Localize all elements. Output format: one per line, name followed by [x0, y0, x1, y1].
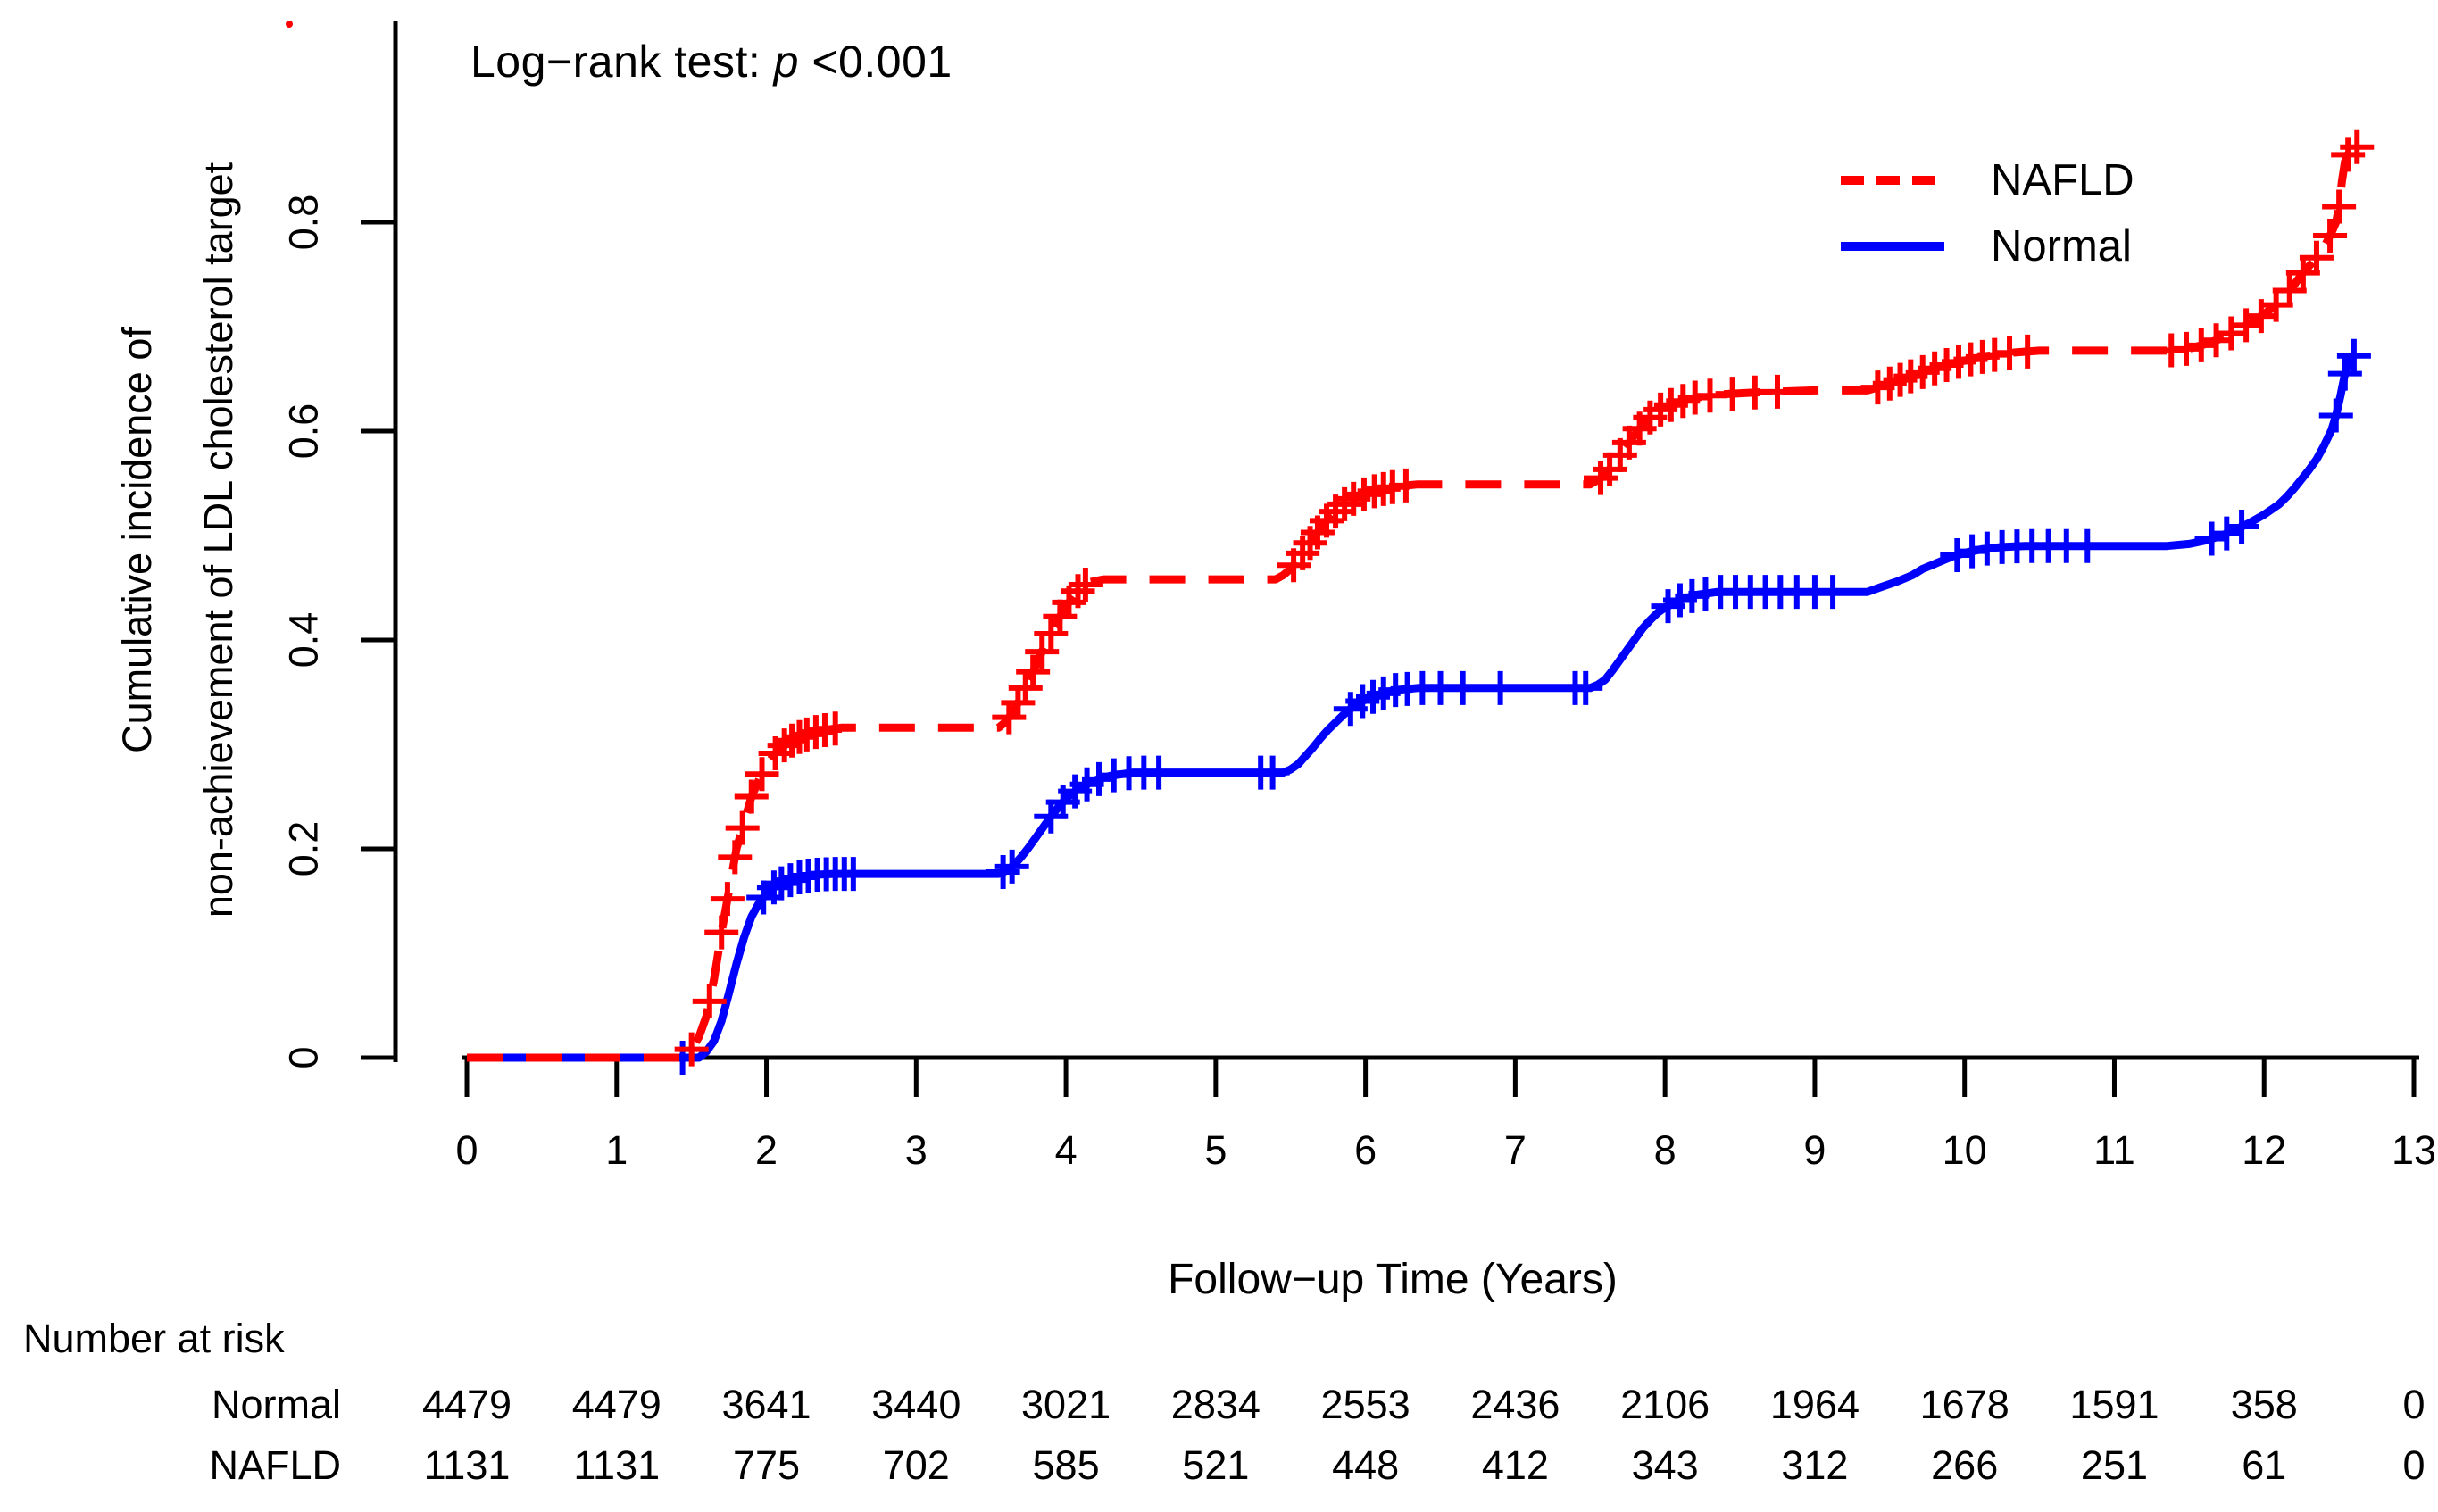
risk-row-label-normal: Normal — [211, 1382, 341, 1427]
risk-count: 702 — [882, 1442, 950, 1488]
risk-count: 1131 — [573, 1442, 661, 1488]
risk-count: 61 — [2242, 1442, 2287, 1488]
x-tick-label: 3 — [905, 1127, 928, 1173]
legend-item-nafld: NAFLD — [1839, 152, 2134, 209]
x-tick-label: 9 — [1803, 1127, 1826, 1173]
risk-count: 0 — [2402, 1382, 2426, 1427]
risk-count: 4479 — [571, 1382, 662, 1427]
y-tick-label: 0.8 — [281, 195, 327, 251]
legend-item-normal: Normal — [1839, 218, 2134, 275]
risk-count: 2436 — [1470, 1382, 1560, 1427]
risk-count: 2106 — [1620, 1382, 1710, 1427]
x-tick-label: 5 — [1204, 1127, 1227, 1173]
risk-count: 521 — [1182, 1442, 1250, 1488]
risk-count: 4479 — [421, 1382, 512, 1427]
y-tick-label: 0 — [281, 1046, 327, 1068]
risk-count: 412 — [1481, 1442, 1549, 1488]
risk-count: 3440 — [871, 1382, 961, 1427]
curve-normal — [467, 353, 2357, 1062]
x-tick-label: 4 — [1055, 1127, 1078, 1173]
risk-count: 1678 — [1919, 1382, 2009, 1427]
risk-count: 2553 — [1320, 1382, 1410, 1427]
x-tick-label: 8 — [1654, 1127, 1677, 1173]
logrank-p-value: <0.001 — [798, 37, 953, 87]
risk-count: 1131 — [423, 1442, 511, 1488]
risk-count: 0 — [2402, 1442, 2426, 1488]
y-axis-label-line-2: non-achievement of LDL cholesterol targe… — [196, 162, 241, 918]
y-tick-label: 0.6 — [281, 403, 327, 460]
legend-label-nafld: NAFLD — [1991, 156, 2134, 204]
y-tick-label: 0.2 — [281, 821, 327, 877]
logrank-annotation: Log−rank test: p <0.001 — [470, 36, 953, 87]
x-tick-label: 10 — [1943, 1127, 1987, 1173]
logrank-prefix: Log−rank test: — [470, 37, 774, 87]
x-tick-label: 0 — [455, 1127, 478, 1173]
y-tick-label: 0.4 — [281, 612, 327, 669]
logrank-p-symbol: p — [773, 37, 799, 87]
x-tick-label: 7 — [1504, 1127, 1527, 1173]
x-tick-label: 11 — [2093, 1127, 2135, 1173]
risk-count: 358 — [2230, 1382, 2298, 1427]
x-tick-label: 2 — [755, 1127, 778, 1173]
x-axis-title: Follow−up Time (Years) — [1168, 1256, 1618, 1303]
risk-count: 1591 — [2069, 1382, 2159, 1427]
x-tick-label: 12 — [2242, 1127, 2286, 1173]
legend: NAFLD Normal — [1839, 152, 2134, 275]
risk-count: 343 — [1631, 1442, 1699, 1488]
nafld-dashed-line-sample — [1841, 176, 1944, 185]
risk-count: 448 — [1332, 1442, 1400, 1488]
risk-count: 775 — [732, 1442, 801, 1488]
x-tick-label: 6 — [1354, 1127, 1377, 1173]
risk-count: 1964 — [1769, 1382, 1860, 1427]
risk-count: 266 — [1931, 1442, 1999, 1488]
stray-red-dot — [286, 21, 293, 28]
x-tick-label: 13 — [2392, 1127, 2436, 1173]
risk-count: 3021 — [1021, 1382, 1111, 1427]
risk-count: 251 — [2080, 1442, 2149, 1488]
risk-count: 312 — [1781, 1442, 1849, 1488]
y-axis-label-line-1: Cumulative incidence of — [114, 327, 160, 753]
risk-count: 585 — [1032, 1442, 1100, 1488]
risk-count: 3641 — [721, 1382, 811, 1427]
normal-solid-line-sample — [1841, 242, 1944, 251]
risk-count: 2834 — [1170, 1382, 1261, 1427]
risk-row-label-nafld: NAFLD — [209, 1442, 341, 1488]
x-tick-label: 1 — [605, 1127, 628, 1173]
legend-label-normal: Normal — [1991, 222, 2132, 270]
risk-table-title: Number at risk — [23, 1316, 285, 1361]
